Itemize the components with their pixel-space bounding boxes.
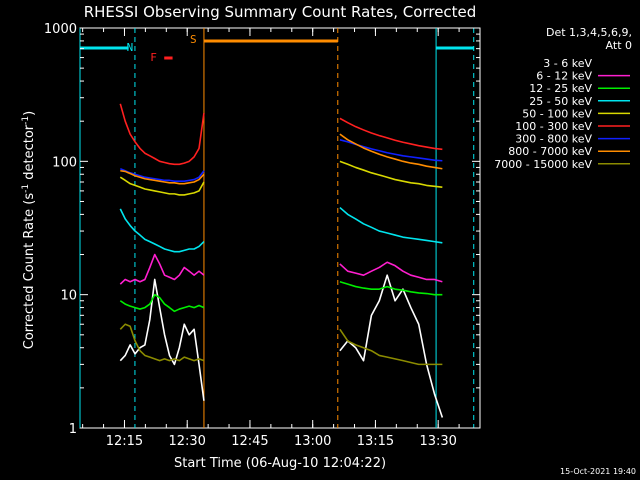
x-tick-label-1230: 12:30 bbox=[168, 434, 205, 449]
series-1-line-1 bbox=[339, 261, 443, 283]
series-7-line-1 bbox=[339, 133, 443, 170]
legend-label-3: 25 - 50 keV bbox=[529, 95, 592, 108]
legend-header-1: Det 1,3,4,5,6,9, bbox=[546, 26, 632, 39]
legend-label-0: 3 - 6 keV bbox=[543, 57, 592, 70]
y-axis-label: Corrected Count Rate (s-1 detector-1) bbox=[21, 111, 37, 349]
legend-label-5: 100 - 300 keV bbox=[515, 120, 592, 133]
series-2-line-0 bbox=[119, 293, 205, 313]
x-tick-label-1245: 12:45 bbox=[231, 434, 268, 449]
y-axis-label-sup1: -1 bbox=[21, 184, 31, 193]
series-8-line-0 bbox=[119, 323, 205, 362]
series-4-line-0 bbox=[119, 176, 205, 196]
series-2-line-1 bbox=[339, 280, 443, 296]
chart-title: RHESSI Observing Summary Count Rates, Co… bbox=[84, 3, 477, 21]
x-tick-label-1215: 12:15 bbox=[106, 434, 143, 449]
footer-date: 15-Oct-2021 19:40 bbox=[560, 467, 636, 476]
series-0-line-0 bbox=[119, 278, 205, 401]
saa-flag-label: S bbox=[190, 33, 197, 46]
legend-label-4: 50 - 100 keV bbox=[522, 107, 592, 120]
series-1-line-0 bbox=[119, 253, 205, 285]
y-axis-label-sup2: -1 bbox=[21, 116, 31, 125]
flag-layer: N S F bbox=[79, 28, 475, 428]
y-axis-label-part2: detector bbox=[22, 124, 37, 184]
legend-label-8: 7000 - 15000 keV bbox=[494, 158, 592, 171]
y-tick-label-10: 10 bbox=[60, 289, 77, 304]
series-5-line-0 bbox=[119, 103, 205, 166]
x-tick-label-1300: 13:00 bbox=[294, 434, 331, 449]
legend-label-2: 12 - 25 keV bbox=[529, 82, 592, 95]
axis-layer: 1 10 100 1000 12:15 12:30 12:45 13:00 13:15 13:30 bbox=[44, 22, 481, 449]
legend-label-6: 300 - 800 keV bbox=[515, 133, 592, 146]
y-tick-label-1: 1 bbox=[69, 422, 77, 437]
series-7-line-0 bbox=[120, 169, 205, 185]
series-3-line-1 bbox=[339, 206, 443, 244]
night-flag-label: N bbox=[127, 41, 134, 54]
legend-label-7: 800 - 7000 keV bbox=[508, 145, 592, 158]
series-layer bbox=[119, 103, 444, 418]
y-tick-label-1000: 1000 bbox=[44, 22, 77, 37]
y-tick-label-100: 100 bbox=[52, 155, 77, 170]
y-axis-label-part1: Corrected Count Rate (s bbox=[22, 193, 37, 350]
series-4-line-1 bbox=[339, 160, 443, 188]
flare-flag-label: F bbox=[150, 51, 157, 64]
legend-header-2: Att 0 bbox=[606, 39, 632, 52]
series-6-line-0 bbox=[119, 167, 205, 182]
x-axis-label: Start Time (06-Aug-10 12:04:22) bbox=[174, 456, 386, 471]
x-tick-label-1315: 13:15 bbox=[357, 434, 394, 449]
series-3-line-0 bbox=[119, 208, 205, 253]
legend-label-1: 6 - 12 keV bbox=[536, 70, 592, 83]
series-5-line-1 bbox=[339, 117, 443, 151]
series-8-line-1 bbox=[339, 328, 443, 366]
x-tick-label-1330: 13:30 bbox=[419, 434, 456, 449]
y-axis-label-part3: ) bbox=[22, 111, 37, 116]
